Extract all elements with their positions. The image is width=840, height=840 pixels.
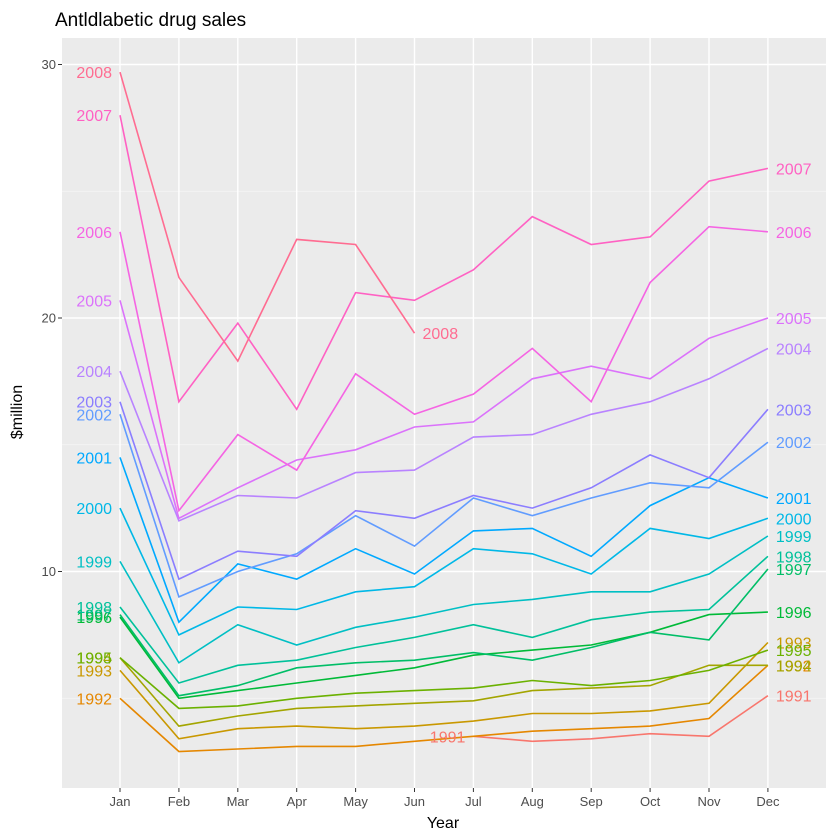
series-label-end: 2002: [776, 435, 812, 452]
y-axis-title: $million: [9, 385, 26, 439]
series-label-start: 2004: [76, 364, 112, 381]
series-line-2004: [119, 347, 769, 522]
series-line-1998: [119, 555, 769, 684]
series-label-end: 1996: [776, 605, 812, 622]
x-tick-label: Apr: [287, 794, 308, 809]
x-tick-label: Mar: [227, 794, 250, 809]
x-tick-label: Jan: [110, 794, 131, 809]
y-tick-label: 30: [42, 57, 56, 72]
series-label-start: 2008: [76, 65, 112, 82]
series-line-2003: [119, 401, 769, 581]
series-lines: [119, 71, 769, 753]
series-line-1994: [119, 657, 768, 727]
series-line-2006: [119, 225, 768, 513]
series-label-end: 1997: [776, 562, 812, 579]
series-label-start: 2002: [76, 407, 112, 424]
series-label-start: 1998: [76, 600, 112, 617]
series-line-2007: [119, 115, 769, 411]
series-label-start: 2006: [76, 225, 112, 242]
series-label-start: 1997: [76, 608, 112, 625]
x-tick-label: Feb: [168, 794, 190, 809]
series-label-start: 1999: [76, 554, 112, 571]
x-tick-label: Oct: [640, 794, 661, 809]
x-tick-label: May: [343, 794, 368, 809]
series-line-1996: [119, 611, 768, 700]
series-line-2005: [119, 300, 769, 520]
series-label-end: 1994: [776, 658, 812, 675]
series-line-2001: [119, 457, 769, 624]
series-line-2002: [119, 414, 769, 598]
x-tick-label: Sep: [580, 794, 603, 809]
series-label-start: 2005: [76, 293, 112, 310]
x-tick-label: Jul: [465, 794, 482, 809]
y-tick-label: 10: [42, 564, 56, 579]
series-label-end: 1999: [776, 529, 812, 546]
series-label-end: 2003: [776, 402, 812, 419]
axes: 10 20 30 Jan Feb Mar Apr May Jun Jul Aug Sep Oct Nov D…: [42, 57, 780, 809]
x-tick-label: Dec: [756, 794, 780, 809]
series-label-start: 1995: [76, 651, 112, 668]
plot-panel: [62, 38, 826, 788]
chart-title: Antldlabetic drug sales: [55, 10, 246, 31]
series-label-start: 1994: [76, 651, 112, 668]
series-label-end: 2004: [776, 341, 812, 358]
series-line-1992: [119, 664, 769, 753]
series-label-end: 2005: [776, 311, 812, 328]
series-line-2000: [119, 507, 769, 636]
series-label-end: 1995: [776, 643, 812, 660]
series-label-start: 2001: [76, 450, 112, 467]
series-label-start: 2000: [76, 501, 112, 518]
series-label-end: 1992: [776, 658, 812, 675]
grid-lines: [62, 38, 826, 788]
series-label-end: 2008: [423, 326, 459, 343]
series-line-2008: [119, 71, 416, 363]
x-tick-label: Jun: [404, 794, 425, 809]
series-label-end: 2000: [776, 511, 812, 528]
series-label-start: 2007: [76, 108, 112, 125]
series-line-1993: [119, 641, 769, 740]
series-label-start: 1993: [76, 663, 112, 680]
x-axis-title: Year: [427, 815, 460, 832]
y-tick-label: 20: [42, 311, 56, 326]
series-label-start: 1992: [76, 691, 112, 708]
series-label-start: 1991: [430, 729, 466, 746]
series-label-start: 1996: [76, 610, 112, 627]
x-tick-label: Nov: [697, 794, 721, 809]
series-label-end: 2001: [776, 491, 812, 508]
series-label-end: 1991: [776, 689, 812, 706]
x-tick-label: Aug: [521, 794, 544, 809]
series-label-end: 1993: [776, 635, 812, 652]
series-line-1991: [473, 695, 769, 743]
series-line-1995: [119, 649, 769, 710]
series-label-end: 2006: [776, 225, 812, 242]
series-label-end: 2007: [776, 161, 812, 178]
series-line-1997: [119, 568, 769, 697]
series-label-start: 2003: [76, 395, 112, 412]
series-line-1999: [119, 535, 769, 664]
series-label-end: 1998: [776, 549, 812, 566]
